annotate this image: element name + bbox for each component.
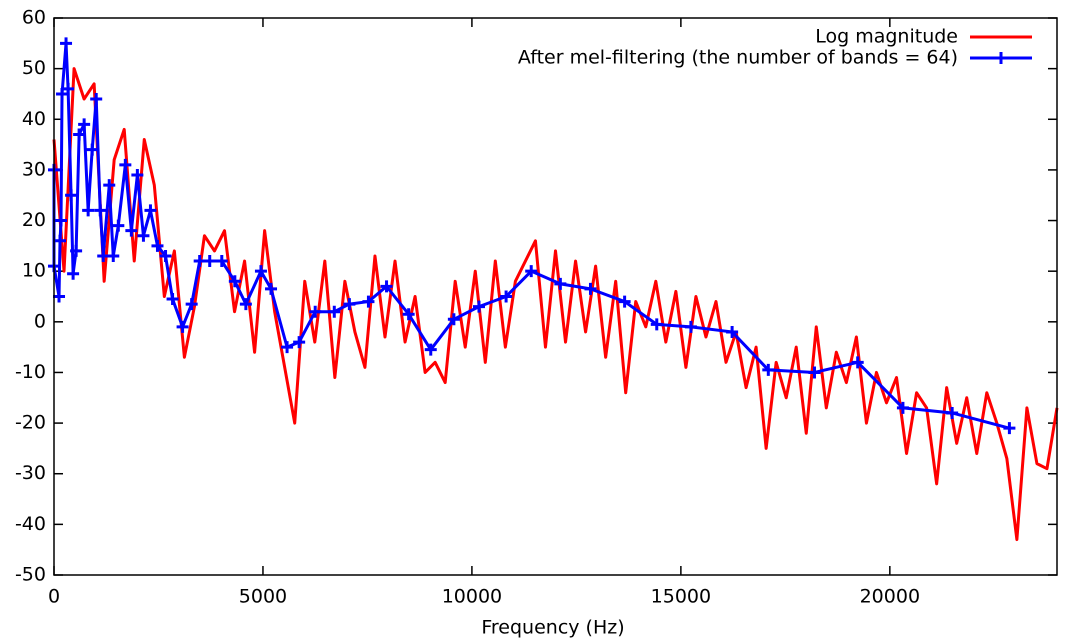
data-point xyxy=(70,244,83,257)
data-point xyxy=(125,224,138,237)
legend-label: After mel-filtering (the number of bands… xyxy=(518,47,958,69)
data-point xyxy=(851,356,864,369)
data-point xyxy=(265,282,278,295)
x-axis-label: Frequency (Hz) xyxy=(481,617,624,639)
data-point xyxy=(808,366,821,379)
data-point xyxy=(500,290,513,303)
y-tick-label: 60 xyxy=(22,7,46,29)
data-point xyxy=(447,313,460,326)
data-point xyxy=(402,308,415,321)
data-point xyxy=(726,325,739,338)
data-point xyxy=(54,234,67,247)
x-tick-label: 20000 xyxy=(860,586,920,608)
data-point xyxy=(293,336,306,349)
data-point xyxy=(119,158,132,171)
y-tick-label: 20 xyxy=(22,209,46,231)
y-tick-label: 50 xyxy=(22,57,46,79)
series-line xyxy=(52,67,1059,542)
data-point xyxy=(203,255,216,268)
data-point xyxy=(82,204,95,217)
data-point xyxy=(193,255,206,268)
data-point xyxy=(472,300,485,313)
data-point xyxy=(380,280,393,293)
data-point xyxy=(107,249,120,262)
y-tick-label: 0 xyxy=(34,310,46,332)
data-point xyxy=(343,298,356,311)
data-point xyxy=(281,341,294,354)
data-point xyxy=(328,305,341,318)
data-point xyxy=(228,275,241,288)
y-tick-label: -30 xyxy=(15,462,46,484)
data-point xyxy=(159,249,172,262)
y-tick-label: 10 xyxy=(22,260,46,282)
data-point xyxy=(762,363,775,376)
data-point xyxy=(131,168,144,181)
y-tick-label: -10 xyxy=(15,361,46,383)
x-tick-label: 15000 xyxy=(651,586,711,608)
data-point xyxy=(97,249,110,262)
y-tick-label: -40 xyxy=(15,513,46,535)
y-tick-label: -20 xyxy=(15,412,46,434)
data-point xyxy=(254,265,267,278)
data-point xyxy=(86,143,99,156)
plot-frame xyxy=(53,17,1058,576)
data-point xyxy=(137,229,150,242)
data-point xyxy=(55,214,68,227)
data-point xyxy=(73,128,86,141)
data-point xyxy=(554,277,567,290)
data-point xyxy=(362,295,375,308)
series-line xyxy=(52,41,1010,430)
data-point xyxy=(60,37,73,50)
data-point xyxy=(946,406,959,419)
data-point xyxy=(684,320,697,333)
legend-label: Log magnitude xyxy=(815,26,958,48)
data-point xyxy=(166,293,179,306)
data-point xyxy=(103,179,116,192)
data-point xyxy=(53,290,66,303)
data-point xyxy=(78,118,91,131)
y-tick-label: 30 xyxy=(22,158,46,180)
data-point xyxy=(424,343,437,356)
data-point xyxy=(151,239,164,252)
x-tick-label: 0 xyxy=(48,586,60,608)
data-point xyxy=(144,204,157,217)
data-point xyxy=(215,255,228,268)
x-tick-label: 10000 xyxy=(442,586,502,608)
data-point xyxy=(1003,422,1016,435)
data-point xyxy=(90,93,103,106)
data-point xyxy=(239,298,252,311)
legend-marker xyxy=(995,52,1007,64)
data-point xyxy=(896,401,909,414)
data-point xyxy=(618,295,631,308)
x-tick-label: 5000 xyxy=(239,586,287,608)
data-point xyxy=(94,204,107,217)
y-tick-label: -50 xyxy=(15,564,46,586)
data-point xyxy=(56,87,69,100)
data-point xyxy=(650,318,663,331)
data-point xyxy=(112,219,125,232)
data-point xyxy=(185,298,198,311)
data-point xyxy=(62,82,75,95)
y-tick-label: 40 xyxy=(22,108,46,130)
data-point xyxy=(584,282,597,295)
data-point xyxy=(65,189,78,202)
data-point xyxy=(525,265,538,278)
data-point xyxy=(176,320,189,333)
data-point xyxy=(309,305,322,318)
data-point xyxy=(67,267,80,280)
